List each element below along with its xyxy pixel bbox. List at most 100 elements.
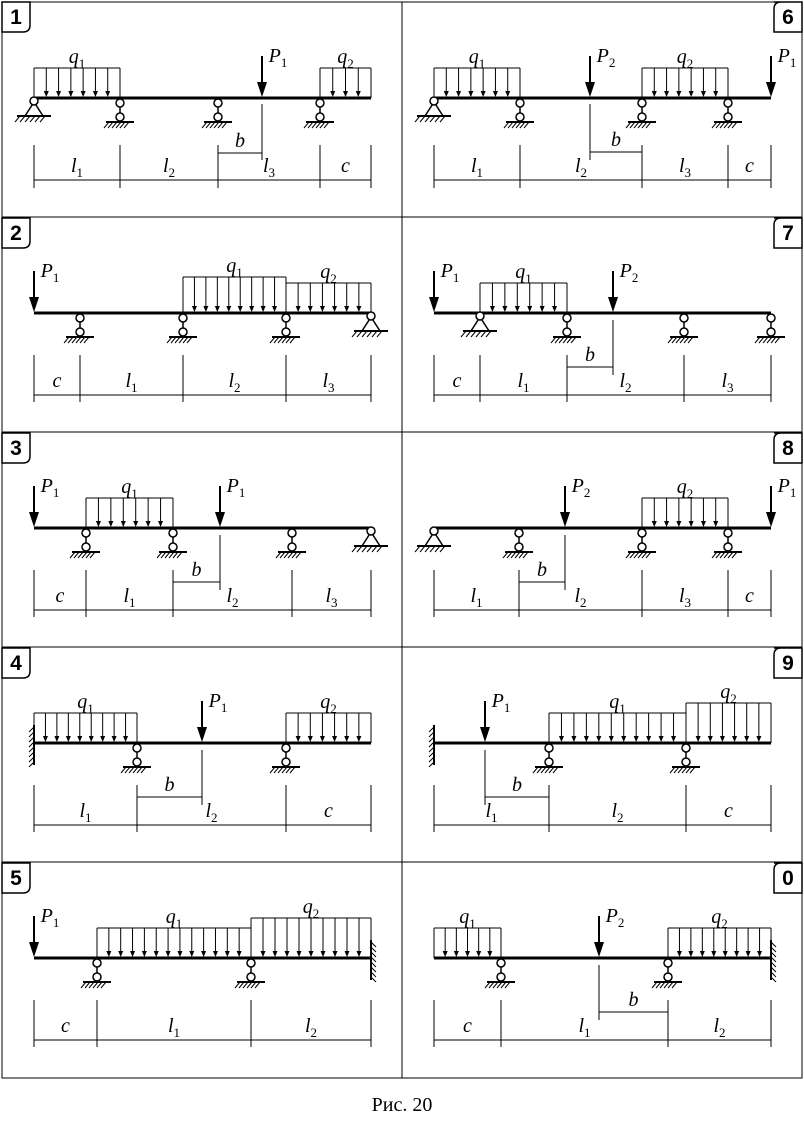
- ground-hatch: [111, 121, 118, 129]
- dimension-label: b: [611, 129, 621, 151]
- load-arrowhead: [145, 521, 151, 527]
- arrowhead: [766, 512, 776, 527]
- ground-hatch: [303, 121, 310, 129]
- support-hinge: [115, 98, 125, 108]
- support-hinge: [637, 98, 647, 108]
- support-hinge: [132, 743, 142, 753]
- ground-hatch: [285, 766, 292, 774]
- ground-hatch: [287, 551, 294, 559]
- ground-hatch: [645, 121, 652, 129]
- support-hinge: [315, 112, 325, 122]
- load-arrowhead: [307, 736, 313, 742]
- distributed-load: q1: [33, 46, 121, 98]
- load-arrowhead: [295, 306, 301, 312]
- dimension-label: c: [453, 370, 462, 392]
- ground-hatch: [84, 981, 91, 989]
- ground-hatch: [439, 115, 446, 123]
- support-hinge: [75, 313, 85, 323]
- arrowhead: [29, 512, 39, 527]
- support-hinge: [213, 98, 223, 108]
- panel-number-badge: 4: [1, 647, 31, 679]
- ground-hatch: [164, 551, 171, 559]
- dimension-label: l1: [125, 370, 137, 395]
- ground-hatch: [75, 336, 82, 344]
- support-hinge: [515, 98, 525, 108]
- ground-hatch: [67, 336, 74, 344]
- ground-hatch: [475, 330, 482, 338]
- load-arrowhead: [596, 736, 602, 742]
- dimension-label: l1: [79, 800, 91, 825]
- ground-hatch: [19, 115, 26, 123]
- ground-hatch: [522, 551, 529, 559]
- ground-hatch: [63, 336, 70, 344]
- ground-hatch: [510, 551, 517, 559]
- wall-hatch: [428, 746, 435, 753]
- dimension-b: b: [136, 774, 203, 801]
- wall-hatch: [28, 761, 35, 768]
- wall-hatch: [428, 751, 435, 758]
- badge-frame: [1, 432, 31, 464]
- ground-hatch: [315, 121, 322, 129]
- load-arrowhead: [356, 736, 362, 742]
- support-hinge: [679, 327, 689, 337]
- support-hinge: [246, 972, 256, 982]
- ground-hatch: [645, 551, 652, 559]
- support-hinge: [663, 972, 673, 982]
- pin-support-icon: [14, 96, 51, 123]
- ground-hatch: [659, 981, 666, 989]
- ground-hatch: [39, 115, 46, 123]
- pin-support-icon: [414, 526, 451, 553]
- point-load-arrow: P1: [197, 690, 227, 742]
- ground-hatch: [434, 545, 441, 553]
- support-hinge: [496, 972, 506, 982]
- support-hinge: [679, 313, 689, 323]
- panel-number: 4: [10, 652, 22, 675]
- ground-hatch: [766, 336, 773, 344]
- roller-support-icon: [667, 313, 698, 344]
- arrowhead: [480, 727, 490, 742]
- ground-hatch: [242, 981, 249, 989]
- dimension-label: b: [585, 344, 595, 366]
- ground-hatch: [711, 121, 718, 129]
- point-load-label: P1: [226, 475, 246, 500]
- panel-number: 3: [10, 437, 22, 460]
- load-arrowhead: [489, 306, 495, 312]
- point-load-label: P1: [40, 475, 60, 500]
- load-arrowhead: [56, 91, 62, 97]
- support-hinge: [213, 112, 223, 122]
- distributed-load: q1: [85, 476, 174, 528]
- load-arrowhead: [307, 306, 313, 312]
- distributed-load-label: q2: [711, 906, 728, 931]
- dimension-chain: l1 l2 l3 c: [33, 155, 372, 185]
- load-arrowhead: [676, 521, 682, 527]
- ground-hatch: [221, 121, 228, 129]
- support-hinge: [723, 528, 733, 538]
- point-load-arrow: P2: [585, 45, 615, 97]
- roller-support-icon: [120, 743, 151, 774]
- point-load-arrow: P1: [29, 905, 59, 957]
- dimension-label: l3: [721, 370, 733, 395]
- ground-hatch: [500, 981, 507, 989]
- badge-frame: [1, 217, 31, 249]
- ground-hatch: [156, 551, 163, 559]
- ground-hatch: [238, 981, 245, 989]
- dimension-label: l1: [485, 800, 497, 825]
- roller-support-icon: [63, 313, 94, 344]
- load-arrowhead: [356, 306, 362, 312]
- panel-8: q2 P2 P1 l1 l2 l3 c b 8: [414, 432, 803, 617]
- load-arrowhead: [695, 736, 701, 742]
- load-arrowhead: [664, 91, 670, 97]
- ground-hatch: [671, 981, 678, 989]
- load-arrowhead: [296, 951, 302, 957]
- dimension-b: b: [484, 774, 550, 801]
- dimension-label: l1: [471, 155, 483, 180]
- load-arrowhead: [492, 91, 498, 97]
- distributed-load-label: q2: [320, 261, 337, 286]
- point-load-arrow: P2: [608, 260, 638, 312]
- pin-support-icon: [351, 526, 388, 553]
- ground-hatch: [83, 336, 90, 344]
- ground-hatch: [132, 766, 139, 774]
- load-arrowhead: [105, 91, 111, 97]
- pin-support-icon: [460, 311, 497, 338]
- support-hinge: [75, 327, 85, 337]
